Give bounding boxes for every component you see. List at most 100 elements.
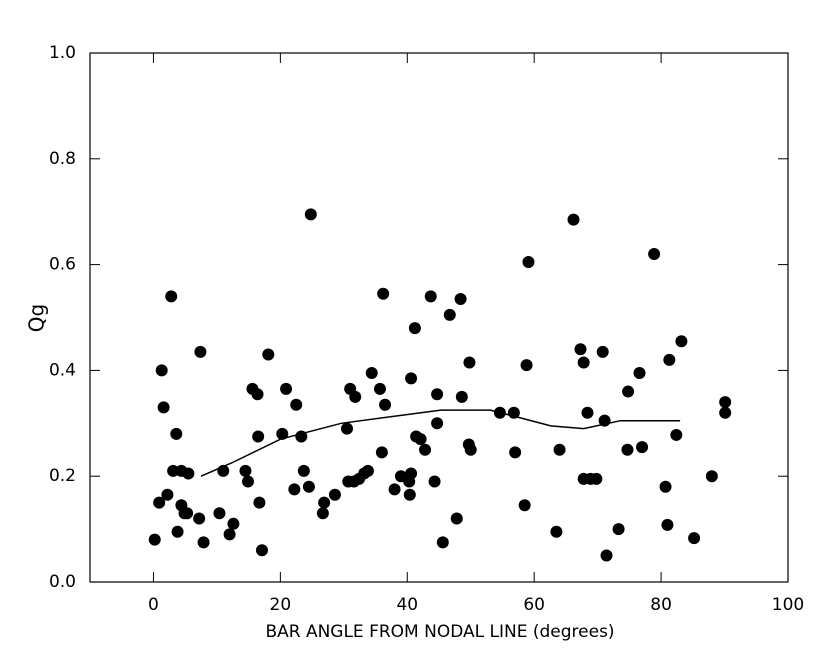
data-point [318, 496, 331, 509]
data-point [581, 406, 594, 419]
data-point [661, 518, 674, 531]
data-point [705, 470, 718, 483]
data-point [424, 290, 437, 303]
data-point [340, 422, 353, 435]
data-point [255, 544, 268, 557]
x-tick-label: 20 [270, 595, 292, 615]
data-point [622, 385, 635, 398]
y-tick-label: 0.2 [49, 466, 76, 486]
data-point [197, 536, 210, 549]
data-point [297, 464, 310, 477]
data-point [361, 464, 374, 477]
data-point [375, 446, 388, 459]
data-point [621, 443, 634, 456]
data-point [414, 433, 427, 446]
data-point [227, 517, 240, 530]
data-point [328, 488, 341, 501]
data-point [194, 345, 207, 358]
x-tick-label: 80 [650, 595, 672, 615]
data-point [675, 335, 688, 348]
data-point [252, 430, 265, 443]
data-point [373, 382, 386, 395]
data-point [659, 480, 672, 493]
data-point [463, 356, 476, 369]
y-tick-label: 0.0 [49, 572, 76, 592]
data-point [193, 512, 206, 525]
trend-line [200, 409, 681, 477]
data-point [443, 308, 456, 321]
data-point [577, 356, 590, 369]
data-point [419, 443, 432, 456]
data-point [379, 398, 392, 411]
data-point [280, 382, 293, 395]
data-point [153, 496, 166, 509]
data-point [550, 525, 563, 538]
data-point [663, 353, 676, 366]
data-point [182, 467, 195, 480]
y-tick-label: 1.0 [49, 43, 76, 63]
data-point [181, 507, 194, 520]
x-tick-label: 60 [523, 595, 545, 615]
data-point [167, 464, 180, 477]
data-point [509, 446, 522, 459]
x-tick-label: 40 [396, 595, 418, 615]
data-point [223, 528, 236, 541]
data-point [403, 488, 416, 501]
data-point [388, 483, 401, 496]
data-point [302, 480, 315, 493]
data-point [612, 523, 625, 536]
data-point [518, 499, 531, 512]
data-point [450, 512, 463, 525]
data-point [670, 428, 683, 441]
x-axis-label: BAR ANGLE FROM NODAL LINE (degrees) [265, 622, 614, 642]
data-point [600, 549, 613, 562]
data-point [436, 536, 449, 549]
data-point [304, 208, 317, 221]
data-point [428, 475, 441, 488]
data-point [290, 398, 303, 411]
data-point [719, 396, 732, 409]
data-point [520, 359, 533, 372]
data-point [464, 443, 477, 456]
data-point [377, 287, 390, 300]
data-point [633, 367, 646, 380]
data-point [574, 343, 587, 356]
data-point [349, 390, 362, 403]
data-point [648, 248, 661, 261]
data-point [170, 427, 183, 440]
data-point [590, 472, 603, 485]
data-point [567, 213, 580, 226]
data-point [454, 292, 467, 305]
data-point [365, 367, 378, 380]
data-point [431, 388, 444, 401]
data-point [161, 488, 174, 501]
data-point [316, 507, 329, 520]
data-point [455, 390, 468, 403]
data-point [596, 345, 609, 358]
data-point [171, 525, 184, 538]
data-point [553, 443, 566, 456]
data-point [719, 406, 732, 419]
data-point [239, 464, 252, 477]
data-point [288, 483, 301, 496]
data-point [253, 496, 266, 509]
y-tick-label: 0.4 [49, 360, 76, 380]
x-tick-label: 0 [148, 595, 159, 615]
x-tick-label: 100 [772, 595, 804, 615]
data-point [276, 427, 289, 440]
data-point [262, 348, 275, 361]
data-point [431, 417, 444, 430]
data-point [251, 388, 264, 401]
data-point [157, 401, 170, 414]
data-point [405, 467, 418, 480]
plot-frame [89, 52, 789, 583]
y-tick-label: 0.8 [49, 149, 76, 169]
data-point [165, 290, 178, 303]
data-point [155, 364, 168, 377]
data-point [148, 533, 161, 546]
data-point [405, 372, 418, 385]
data-point [242, 475, 255, 488]
data-point [688, 532, 701, 545]
data-point [213, 507, 226, 520]
